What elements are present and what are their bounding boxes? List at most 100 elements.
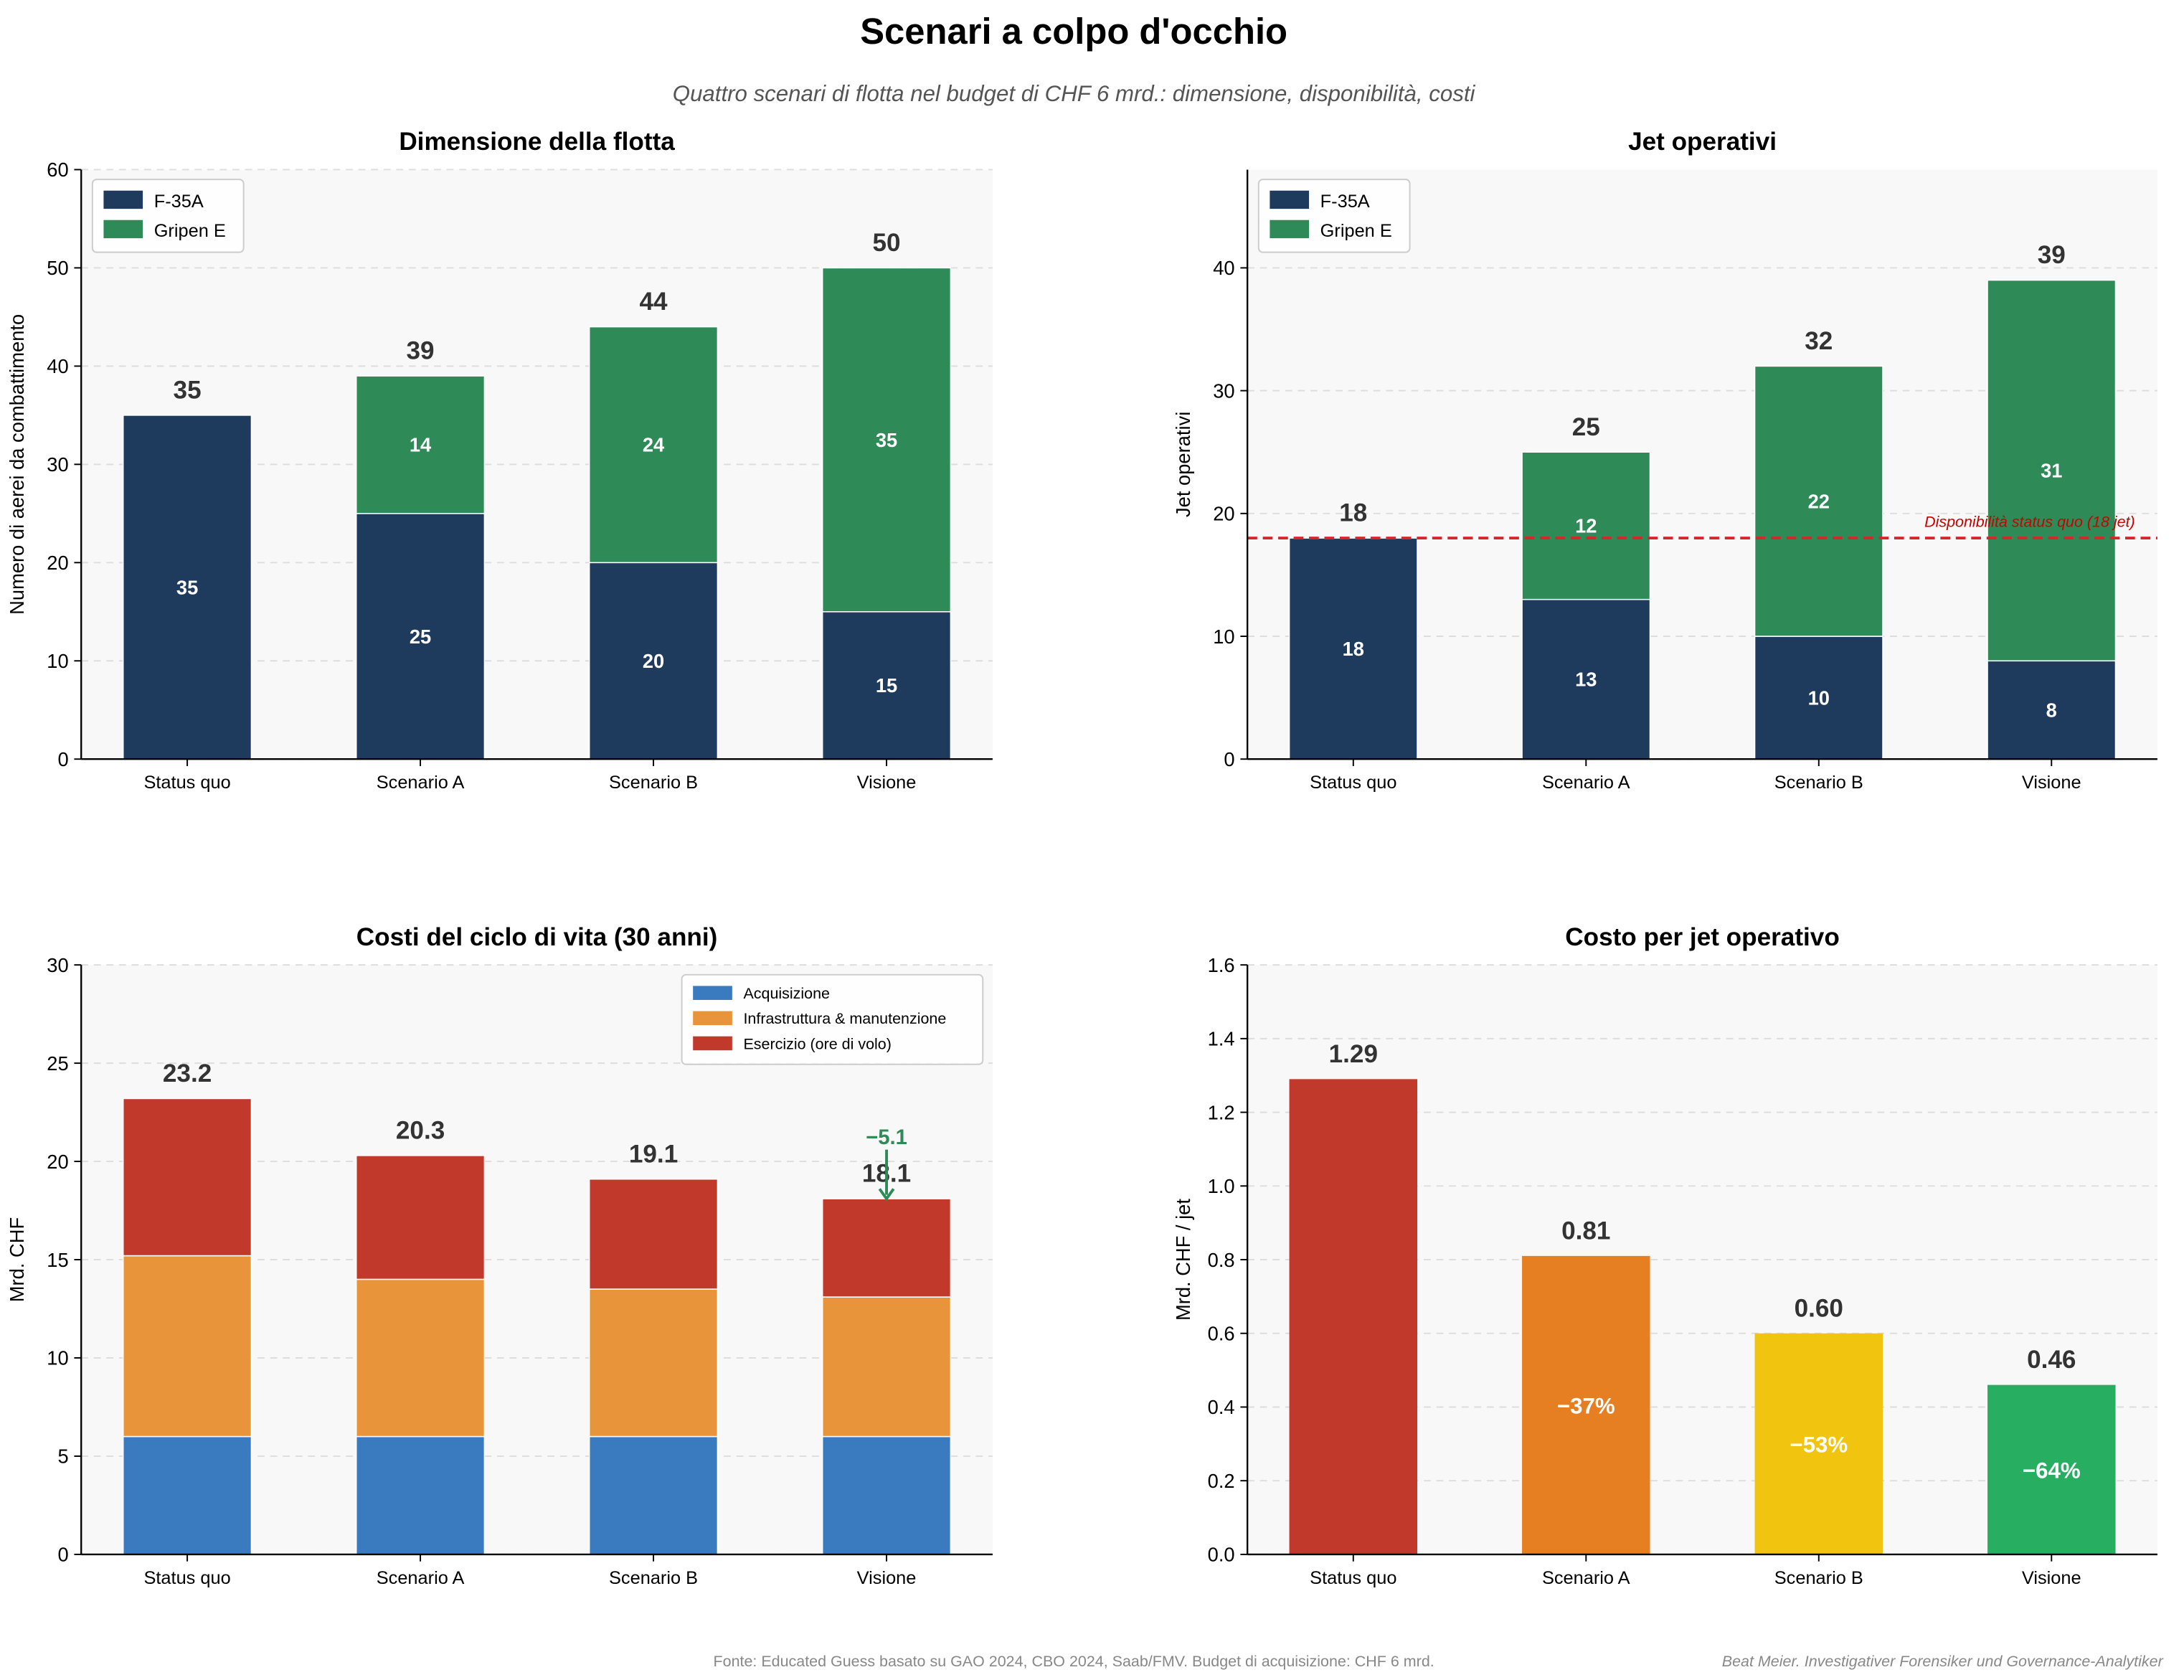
chart-title: Costi del ciclo di vita (30 anni): [356, 923, 718, 951]
bar: [1522, 1255, 1650, 1554]
bar-segment-f-35a: [821, 610, 952, 760]
bar-total-label: 23.2: [163, 1060, 212, 1087]
legend-swatch: [103, 190, 143, 209]
bar-total-label: 20.3: [396, 1116, 445, 1144]
x-tick-label: Status quo: [143, 1568, 230, 1588]
bar-total-label: 50: [873, 229, 901, 257]
bar-value-label: 0.81: [1561, 1217, 1610, 1245]
legend-label: F-35A: [154, 192, 204, 212]
bar-segment-gripen-e: [821, 267, 952, 613]
y-tick-label: 0: [57, 1544, 68, 1566]
bar-segment-esercizio-ore-di-volo-: [821, 1198, 952, 1298]
figure-title: Scenari a colpo d'occhio: [860, 11, 1287, 52]
y-tick-label: 1.0: [1208, 1175, 1235, 1197]
bar-segment-esercizio-ore-di-volo-: [355, 1155, 486, 1280]
bar-total-label: 18: [1339, 499, 1367, 527]
y-tick-label: 50: [47, 257, 68, 279]
x-tick-label: Visione: [2022, 773, 2081, 793]
x-tick-label: Visione: [2022, 1568, 2081, 1588]
x-tick-label: Scenario A: [377, 1568, 465, 1588]
y-tick-label: 20: [1213, 503, 1234, 525]
bar-total-label: 39: [2038, 241, 2066, 269]
bar-segment-gripen-e: [1521, 451, 1651, 600]
y-tick-label: 0: [1224, 748, 1234, 770]
bar-value-label: 0.46: [2027, 1346, 2076, 1374]
bar-segment-acquisizione: [355, 1435, 486, 1555]
legend-box: [681, 973, 984, 1065]
y-axis-label: Mrd. CHF / jet: [1172, 1199, 1194, 1321]
legend-label: Gripen E: [154, 221, 226, 241]
y-tick-label: 0.0: [1208, 1544, 1235, 1566]
bar-segment-gripen-e: [588, 326, 719, 564]
legend-swatch: [693, 1036, 732, 1051]
bar-segment-f-35a: [1288, 537, 1418, 760]
bar-segment-esercizio-ore-di-volo-: [588, 1178, 719, 1290]
change-label: −64%: [2023, 1458, 2081, 1483]
y-axis-label: Jet operativi: [1172, 412, 1194, 517]
y-tick-label: 10: [47, 650, 68, 672]
x-tick-label: Scenario B: [1774, 773, 1863, 793]
legend-box: [1257, 179, 1411, 253]
y-tick-label: 1.4: [1208, 1028, 1235, 1050]
savings-annotation: −5.1: [866, 1126, 907, 1149]
bar-segment-infrastruttura-manutenzione: [122, 1255, 252, 1438]
bar-segment-f-35a: [122, 415, 252, 760]
chart-title: Jet operativi: [1628, 128, 1777, 156]
x-tick-label: Status quo: [1310, 773, 1396, 793]
x-tick-label: Scenario A: [1542, 773, 1630, 793]
legend-label: Infrastruttura & manutenzione: [743, 1010, 946, 1027]
y-tick-label: 5: [57, 1445, 68, 1468]
x-tick-label: Scenario B: [1774, 1568, 1863, 1588]
bar-segment-acquisizione: [588, 1435, 719, 1555]
legend-swatch: [1270, 220, 1310, 239]
segment-value-label: 20: [643, 650, 664, 672]
bar: [1289, 1079, 1418, 1554]
y-tick-label: 60: [47, 159, 68, 181]
segment-value-label: 35: [876, 429, 897, 451]
bar-segment-infrastruttura-manutenzione: [821, 1296, 952, 1438]
segment-value-label: 8: [2046, 699, 2057, 721]
chart-panel-4: 0.0 0.2 0.4 0.6 0.8 1.0 1.2 1.4 1.6 1.29 Status qu…: [1172, 923, 2157, 1588]
footer-author: Beat Meier. Investigativer Forensiker un…: [1722, 1653, 2164, 1670]
bar-segment-f-35a: [1521, 598, 1651, 760]
segment-value-label: 35: [176, 576, 198, 598]
segment-value-label: 10: [1808, 686, 1830, 709]
chart-panel-3: 0 5 10 15 20 25 30 23.2 Status quo 20.3 Scenario A…: [6, 923, 993, 1588]
legend-swatch: [1270, 190, 1310, 209]
legend-label: Esercizio (ore di volo): [743, 1035, 891, 1052]
arrow-head-icon: [878, 1188, 895, 1202]
segment-value-label: 18: [1343, 638, 1364, 660]
segment-value-label: 22: [1808, 490, 1830, 512]
y-tick-label: 30: [1213, 379, 1234, 402]
segment-value-label: 13: [1575, 669, 1597, 691]
y-tick-label: 1.2: [1208, 1101, 1235, 1123]
legend-label: Gripen E: [1320, 221, 1392, 241]
legend-label: F-35A: [1320, 192, 1370, 212]
bar-total-label: 25: [1572, 413, 1600, 441]
bar-segment-acquisizione: [122, 1435, 252, 1555]
chart-title: Costo per jet operativo: [1565, 923, 1840, 951]
legend-box: [91, 179, 245, 253]
legend: F-35A Gripen E: [91, 179, 245, 253]
x-tick-label: Scenario A: [1542, 1568, 1630, 1588]
bar-segment-gripen-e: [355, 375, 486, 514]
y-tick-label: 10: [1213, 626, 1234, 648]
y-axis-label: Numero di aerei da combattimento: [6, 314, 28, 615]
bar-segment-f-35a: [1754, 636, 1883, 760]
x-tick-label: Status quo: [143, 773, 230, 793]
segment-value-label: 15: [876, 674, 897, 697]
legend: Acquisizione Infrastruttura & manutenzion…: [681, 973, 984, 1065]
bar-segment-esercizio-ore-di-volo-: [122, 1098, 252, 1257]
bar-total-label: 39: [407, 337, 435, 365]
change-label: −53%: [1790, 1433, 1848, 1458]
chart-title: Dimensione della flotta: [399, 128, 675, 156]
y-tick-label: 1.6: [1208, 954, 1235, 976]
y-tick-label: 0.6: [1208, 1323, 1235, 1345]
bar-segment-acquisizione: [821, 1435, 952, 1555]
chart-panel-1: 0 10 20 30 40 50 60 35 35 Status quo 25 14 39 Scenari…: [6, 128, 993, 793]
footer-source: Fonte: Educated Guess basato su GAO 2024…: [714, 1653, 1434, 1670]
bar-segment-gripen-e: [1754, 365, 1883, 637]
segment-value-label: 14: [410, 434, 432, 456]
y-tick-label: 10: [47, 1347, 68, 1369]
